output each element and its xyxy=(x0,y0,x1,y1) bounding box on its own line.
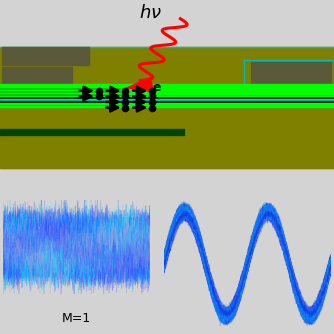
Text: $h\nu$: $h\nu$ xyxy=(139,4,162,22)
Bar xyxy=(0,88,127,105)
Polygon shape xyxy=(127,77,154,92)
Text: e: e xyxy=(153,81,161,95)
Bar xyxy=(244,60,334,91)
Bar xyxy=(0,47,334,168)
Bar xyxy=(0,0,334,52)
Bar xyxy=(0,96,334,102)
Bar xyxy=(0,84,334,107)
Bar xyxy=(250,62,331,88)
Text: M=1: M=1 xyxy=(62,312,92,325)
Bar xyxy=(2,47,89,65)
Bar xyxy=(2,67,72,84)
Bar xyxy=(0,129,184,135)
Bar xyxy=(0,140,334,168)
